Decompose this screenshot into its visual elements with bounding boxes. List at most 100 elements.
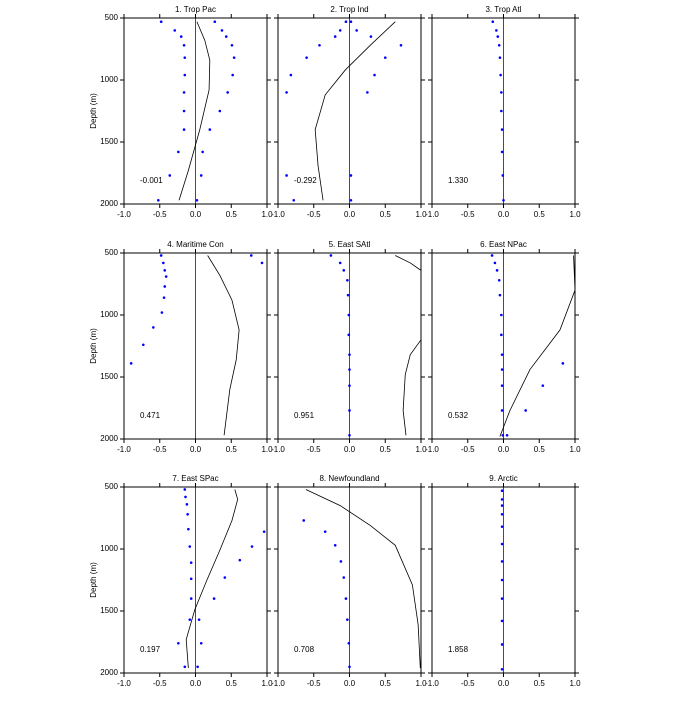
profile-point (500, 91, 503, 94)
y-tick-label: 500 (105, 248, 119, 257)
profile-point (349, 198, 353, 202)
profile-point (188, 618, 192, 621)
profile-point (250, 545, 254, 548)
x-tick-label: 0.5 (226, 445, 238, 454)
profile-point (224, 35, 228, 38)
profile-point (342, 269, 346, 272)
profile-point (500, 128, 504, 131)
x-tick-label: 1.0 (261, 210, 273, 219)
profile-point (342, 576, 346, 579)
panel-title: 8. Newfoundland (319, 474, 379, 483)
x-tick-label: -0.5 (307, 445, 321, 454)
profile-point (366, 91, 369, 94)
x-tick-label: 0.0 (498, 445, 510, 454)
profile-point (500, 667, 504, 671)
profile-point (493, 261, 497, 265)
y-tick-label: 1000 (100, 75, 118, 84)
profile-point (285, 91, 288, 94)
profile-point (500, 313, 503, 317)
profile-point (232, 56, 236, 59)
profile-point (162, 296, 166, 299)
x-tick-label: -0.5 (461, 679, 475, 688)
y-tick-label: 2000 (100, 199, 118, 208)
profile-point (496, 35, 500, 38)
profile-point (157, 198, 160, 202)
profile-point (500, 489, 504, 493)
x-tick-label: 0.5 (534, 445, 546, 454)
panel-frame (123, 486, 268, 674)
profile-point (349, 20, 353, 24)
x-tick-label: 1.0 (569, 210, 581, 219)
profile-point (249, 254, 253, 257)
panel-frame (277, 252, 422, 440)
profile-point (500, 597, 504, 600)
x-tick-label: 0.0 (498, 679, 510, 688)
x-tick-label: -1.0 (425, 210, 439, 219)
profile-point (500, 150, 504, 154)
profile-point (498, 293, 502, 297)
profile-line (178, 21, 211, 201)
y-tick-label: 1000 (100, 544, 118, 553)
x-tick-label: -1.0 (117, 445, 131, 454)
x-tick-label: 0.0 (344, 210, 356, 219)
y-tick-label: 2000 (100, 668, 118, 677)
profile-point (348, 665, 351, 669)
x-tick-label: 0.0 (190, 210, 202, 219)
profile-point (196, 665, 199, 669)
x-tick-label: 1.0 (569, 679, 581, 688)
profile-point (348, 353, 351, 356)
profile-point (184, 495, 187, 499)
profile-point (399, 43, 403, 47)
y-tick-label: 1000 (100, 310, 118, 319)
profile-point (160, 311, 164, 314)
profile-point (347, 333, 351, 337)
profile-point (223, 576, 227, 579)
y-tick-label: 500 (105, 13, 119, 22)
profile-point (491, 20, 495, 24)
y-tick-label: 1500 (100, 137, 118, 146)
profile-point (346, 293, 350, 297)
x-tick-label: 0.0 (498, 210, 510, 219)
profile-point (500, 560, 504, 563)
x-tick-label: -1.0 (271, 445, 285, 454)
y-axis-label: Depth (m) (89, 328, 98, 364)
profile-point (497, 43, 501, 47)
panel-title: 3. Trop Atl (485, 5, 521, 14)
x-tick-label: 1.0 (415, 210, 427, 219)
y-tick-label: 1500 (100, 606, 118, 615)
panel-annotation: 0.197 (140, 645, 161, 654)
profile-point (338, 29, 342, 32)
panel-frame (123, 17, 268, 205)
panel-title: 1. Trop Pac (175, 5, 216, 14)
profile-point (183, 73, 187, 77)
profile-point (189, 561, 193, 564)
profile-point (338, 261, 342, 265)
profile-point (183, 488, 187, 491)
profile-point (142, 343, 145, 347)
profile-point (152, 326, 155, 329)
panel-title: 5. East SAtl (329, 240, 371, 249)
profile-point (212, 597, 216, 600)
profile-point (500, 512, 504, 516)
profile-point (195, 198, 199, 202)
profile-point (262, 530, 266, 533)
y-axis-label: Depth (m) (89, 93, 98, 129)
profile-point (129, 362, 133, 365)
x-tick-label: -1.0 (425, 679, 439, 688)
profile-point (500, 368, 504, 371)
profile-point (168, 174, 172, 177)
panel-frame (431, 17, 576, 205)
profile-point (182, 91, 186, 94)
profile-point (495, 269, 499, 272)
profile-point (348, 433, 351, 437)
x-tick-label: 1.0 (415, 679, 427, 688)
profile-point (183, 56, 187, 59)
profile-point (346, 618, 349, 621)
profile-point (561, 362, 565, 365)
panel-title: 7. East SPac (172, 474, 218, 483)
x-tick-label: 0.5 (226, 679, 238, 688)
profile-point (323, 530, 327, 533)
x-tick-label: 0.5 (380, 679, 392, 688)
profile-point (355, 29, 358, 32)
x-tick-label: -0.5 (153, 445, 167, 454)
